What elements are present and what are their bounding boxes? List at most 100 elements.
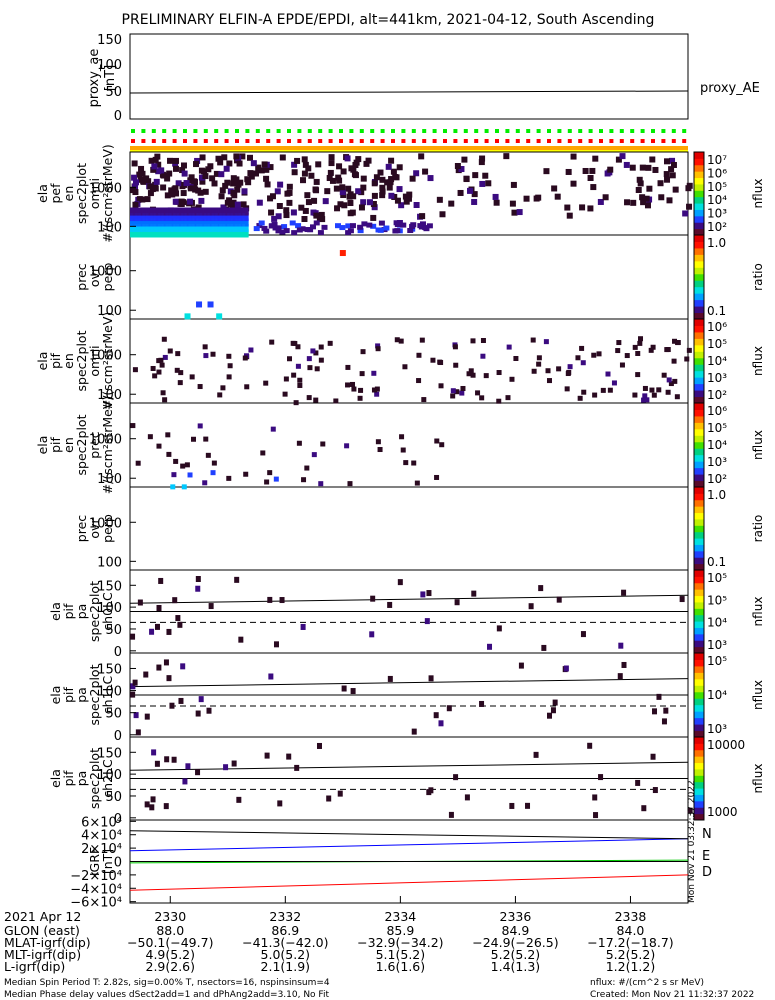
spec-pixel [207, 163, 214, 170]
spec-pixel [345, 185, 352, 192]
spec-pixel [167, 157, 174, 164]
spec-pixel [635, 186, 642, 193]
colorbar-segment [694, 633, 704, 641]
spec-pixel [180, 199, 187, 206]
flag-dot-red [640, 139, 645, 143]
flag-dot-green [651, 129, 655, 133]
flag-dot-green [599, 129, 603, 133]
panel-ylabel: ch2LC [100, 759, 115, 798]
colorbar-segment [694, 222, 704, 230]
spec-pixel [221, 154, 228, 161]
spec-pixel [199, 154, 206, 161]
spec-pixel [430, 357, 436, 363]
xtick-label: 2336 [500, 909, 532, 924]
ytick-label: 100 [97, 388, 122, 403]
ytick-label: 100 [97, 220, 122, 235]
spec-pixel [413, 170, 420, 177]
spec-pixel [339, 184, 346, 191]
pa-pixel [471, 590, 477, 597]
spec-pixel [310, 209, 317, 216]
spec-pixel [546, 378, 552, 384]
spec-pixel [263, 380, 269, 386]
flag-dot-green [370, 129, 375, 133]
pa-pixel [387, 675, 393, 682]
pa-pixel [592, 794, 598, 801]
spec-pixel [453, 362, 459, 368]
colorbar-segment [694, 807, 704, 815]
panel-ylabel: spec2plot [74, 330, 89, 391]
spec-pixel [579, 204, 586, 211]
pa-pixel [279, 597, 285, 604]
spec-pixel [635, 350, 641, 356]
spec-pixel [313, 350, 319, 356]
spec-pixel [649, 387, 655, 393]
spec-pixel [318, 211, 325, 218]
footer-left-2: Median Phase delay values dSect2add=1 an… [4, 990, 329, 1000]
colorbar-label: 10³ [707, 722, 727, 736]
spec-pixel [361, 221, 368, 227]
pa-boundary-line [129, 761, 689, 771]
flag-dot-red [432, 139, 437, 143]
spec-pixel [339, 189, 346, 196]
flag-dot-red [536, 139, 541, 143]
spec-pixel [478, 159, 485, 166]
colorbar-segment [694, 775, 704, 783]
panel-ylabel: perp [100, 514, 115, 543]
spec-pixel [400, 447, 406, 453]
spec-pixel [222, 182, 229, 189]
flag-dot-green [588, 129, 593, 133]
spec-pixel [422, 168, 429, 175]
spec-pixel [602, 194, 609, 201]
colorbar-segment [694, 512, 704, 520]
ytick: 50 [105, 85, 122, 100]
spec-pixel [267, 470, 273, 476]
pa-pixel [149, 804, 155, 811]
spec-pixel [496, 398, 502, 404]
flag-dot-green [151, 129, 156, 133]
ytick-label: 100 [97, 555, 122, 570]
spec-pixel [358, 387, 364, 393]
spec-pixel [371, 180, 378, 187]
spec-pixel [505, 395, 511, 401]
colorbar-title: nflux [751, 346, 765, 376]
flag-dot-red [557, 139, 562, 143]
spec-pixel [410, 222, 417, 228]
spec-pixel [570, 153, 577, 160]
spec-pixel [312, 186, 319, 193]
spec-pixel [682, 210, 689, 217]
footer-right-1: nflux: #/(cm^2 s sr MeV) [590, 978, 704, 988]
spec-pixel [426, 223, 433, 229]
spec-pixel [672, 338, 678, 344]
spec-pixel [275, 228, 282, 234]
spec-pixel [273, 476, 279, 482]
pa-pixel [621, 661, 627, 668]
spec-pixel [402, 364, 408, 370]
spec-pixel [253, 226, 260, 232]
spec-pixel [375, 343, 381, 349]
spec-pixel [629, 164, 636, 171]
flag-dot-red [224, 139, 229, 143]
spec-pixel [340, 168, 347, 175]
spec-pixel [347, 228, 354, 234]
spec-pixel [227, 363, 233, 369]
spec-pixel [388, 176, 395, 183]
flag-dot-green [224, 129, 229, 133]
spec-pixel [672, 378, 678, 384]
colorbar-label: 10³ [707, 207, 727, 221]
spec-pixel [639, 194, 646, 201]
spec-pixel [417, 223, 424, 229]
spec-pixel [360, 175, 367, 182]
ylabel-proxy-ae: proxy_ae [87, 49, 102, 108]
spec-pixel [615, 156, 622, 163]
spec-pixel [164, 192, 171, 199]
colorbar-segment [694, 190, 704, 198]
ytick-label: 1000 [89, 265, 122, 280]
colorbar-segment [694, 724, 704, 732]
colorbar-segment [694, 467, 704, 475]
panel-ylabel: en [61, 186, 76, 202]
pa-pixel [156, 664, 162, 671]
colorbar-segment [694, 762, 704, 770]
spec-pixel [439, 442, 445, 448]
spec-pixel [370, 200, 377, 207]
